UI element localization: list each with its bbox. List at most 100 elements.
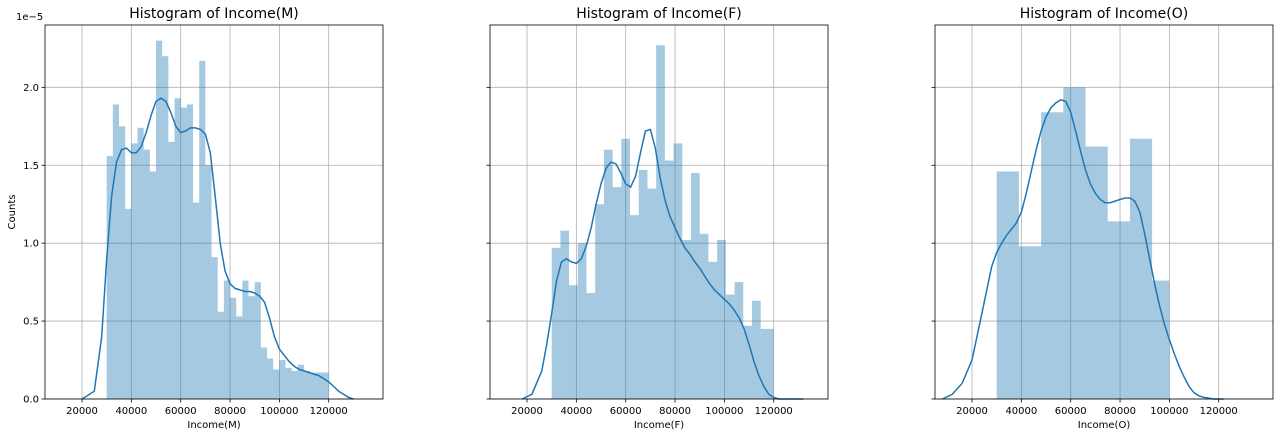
kde-curve bbox=[521, 128, 804, 400]
x-tick-label: 80000 bbox=[214, 406, 246, 417]
histogram-bar bbox=[174, 98, 181, 399]
histogram-bar bbox=[725, 294, 735, 399]
y-tick-label: 1.0 bbox=[23, 239, 39, 250]
x-tick-label: 20000 bbox=[956, 406, 988, 417]
histogram-bar bbox=[673, 143, 683, 399]
histogram-bar bbox=[193, 202, 200, 399]
histogram-bar bbox=[551, 247, 561, 399]
histogram-bar bbox=[180, 107, 187, 399]
x-tick-label: 80000 bbox=[1104, 406, 1136, 417]
histogram-bar bbox=[199, 60, 206, 399]
x-tick-label: 40000 bbox=[115, 406, 147, 417]
panel-income-o: 20000 40000 60000 80000 100000 120000 Histogra… bbox=[931, 6, 1274, 431]
x-tick-label: 120000 bbox=[755, 406, 793, 417]
histogram-bar bbox=[647, 188, 657, 399]
chart-title: Histogram of Income(M) bbox=[129, 6, 299, 22]
x-tick-label: 60000 bbox=[610, 406, 642, 417]
histogram-bar bbox=[260, 347, 268, 399]
histogram-bar bbox=[143, 149, 150, 399]
histogram-bar bbox=[717, 240, 726, 399]
histogram-bar bbox=[630, 215, 639, 399]
histogram-bar bbox=[162, 56, 169, 400]
kde-curve bbox=[942, 98, 1224, 400]
x-tick-label: 120000 bbox=[310, 406, 348, 417]
histogram-bars bbox=[106, 40, 329, 400]
axes-frame bbox=[934, 24, 1274, 400]
histogram-bar bbox=[291, 370, 298, 399]
histogram-bar bbox=[322, 372, 329, 399]
histogram-bar bbox=[586, 293, 596, 399]
x-tick-label: 80000 bbox=[659, 406, 691, 417]
histogram-bar bbox=[242, 280, 249, 399]
y-tick-label: 0.0 bbox=[23, 395, 39, 406]
histogram-bar bbox=[1118, 221, 1130, 399]
histogram-bar bbox=[734, 282, 744, 399]
histogram-bar bbox=[1163, 280, 1170, 399]
y-tick-label: 0.5 bbox=[23, 317, 39, 328]
y-tick-label: 2.0 bbox=[23, 83, 39, 94]
histogram-bar bbox=[119, 126, 126, 400]
histogram-bar bbox=[760, 328, 770, 399]
histogram-bar bbox=[664, 160, 674, 399]
x-axis-label: Income(F) bbox=[634, 420, 684, 431]
histogram-bar bbox=[304, 370, 311, 399]
chart-title: Histogram of Income(O) bbox=[1020, 6, 1188, 22]
histogram-bar bbox=[1152, 280, 1164, 399]
histogram-bar bbox=[682, 240, 692, 399]
histogram-bar bbox=[1018, 246, 1030, 399]
histogram-bar bbox=[569, 285, 578, 399]
histogram-bar bbox=[106, 155, 113, 399]
histogram-bar bbox=[223, 280, 231, 399]
x-tick-label: 20000 bbox=[511, 406, 543, 417]
x-tick-label: 100000 bbox=[705, 406, 743, 417]
histogram-bar bbox=[168, 141, 175, 399]
histogram-bar bbox=[230, 297, 237, 399]
x-tick-label: 100000 bbox=[1150, 406, 1188, 417]
x-tick-label: 20000 bbox=[66, 406, 98, 417]
panel-income-f: 20000 40000 60000 80000 100000 120000 Histogra… bbox=[486, 6, 829, 431]
histogram-bar bbox=[248, 296, 255, 399]
axes-frame bbox=[489, 24, 829, 400]
histogram-bar bbox=[1107, 221, 1119, 399]
histogram-bar bbox=[1096, 146, 1108, 399]
histogram-bar bbox=[205, 165, 212, 399]
histogram-bar bbox=[1063, 87, 1075, 399]
histogram-bar bbox=[743, 325, 752, 399]
histogram-bar bbox=[156, 40, 163, 399]
histogram-bar bbox=[1041, 112, 1053, 400]
histogram-bar bbox=[1141, 138, 1153, 399]
histogram-bar bbox=[603, 149, 613, 399]
y-scale-label: 1e−5 bbox=[16, 12, 43, 23]
histogram-bar bbox=[751, 300, 761, 399]
x-axis-label: Income(O) bbox=[1078, 420, 1131, 431]
histogram-bar bbox=[137, 127, 144, 399]
histogram-bar bbox=[691, 173, 700, 399]
histogram-bar bbox=[211, 257, 218, 399]
x-tick-label: 100000 bbox=[260, 406, 298, 417]
x-tick-label: 60000 bbox=[165, 406, 197, 417]
histogram-bar bbox=[656, 45, 665, 400]
histogram-bar bbox=[254, 282, 261, 399]
histogram-bar bbox=[316, 372, 323, 399]
histogram-bar bbox=[149, 171, 157, 399]
histogram-bar bbox=[1074, 87, 1086, 399]
histogram-bar bbox=[1129, 138, 1142, 399]
x-tick-label: 40000 bbox=[1005, 406, 1037, 417]
histogram-bar bbox=[297, 364, 305, 399]
histogram-bar bbox=[279, 360, 286, 399]
panel-income-m: 20000 40000 60000 80000 100000 120000 0.0 0.5 1.… bbox=[23, 6, 384, 431]
histogram-bar bbox=[112, 104, 120, 399]
histogram-bar bbox=[769, 328, 774, 399]
axes-frame bbox=[44, 24, 384, 400]
histogram-bar bbox=[1007, 171, 1019, 399]
histogram-bar bbox=[1085, 146, 1097, 399]
histogram-bar bbox=[267, 358, 274, 399]
histogram-bar bbox=[310, 372, 317, 399]
histogram-bar bbox=[996, 171, 1008, 399]
histogram-bar bbox=[577, 243, 587, 399]
histogram-bar bbox=[708, 261, 718, 399]
histogram-bar bbox=[125, 208, 132, 399]
chart-title: Histogram of Income(F) bbox=[576, 6, 742, 22]
histogram-bar bbox=[595, 204, 604, 399]
